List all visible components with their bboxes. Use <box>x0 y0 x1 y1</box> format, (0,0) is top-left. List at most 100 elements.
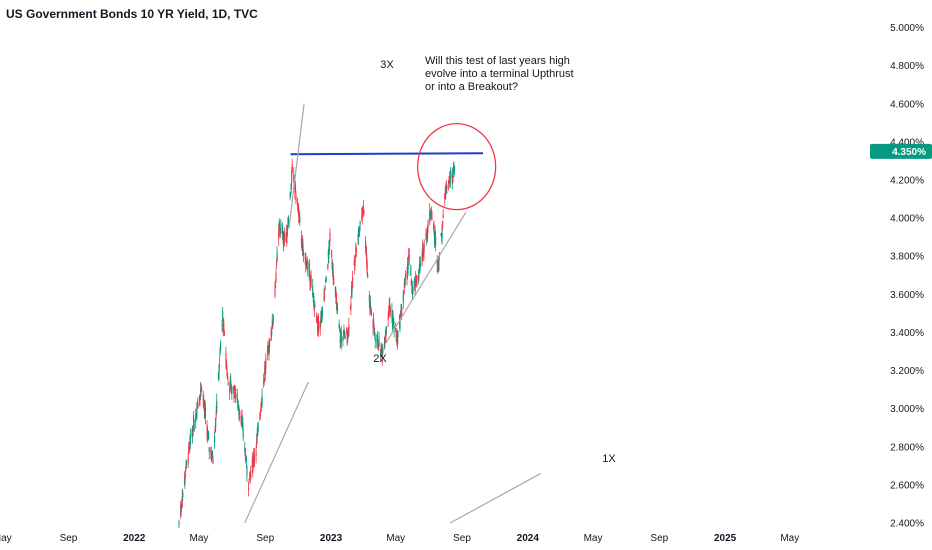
candle-350-body <box>442 214 444 218</box>
candle-136-body <box>282 225 284 236</box>
candle-245-body <box>363 210 365 216</box>
candle-315-body <box>416 275 418 287</box>
y-tick-label: 2.800% <box>890 442 924 453</box>
candle-190-body <box>321 310 323 316</box>
candle-75-body <box>235 389 237 400</box>
x-axis: May Sep 2022 May Sep 2023 May Sep 2024 May Sep 2025… <box>0 533 799 544</box>
candle-327-body <box>425 237 428 241</box>
candle-107-body <box>259 411 262 416</box>
candle-272-body <box>384 336 386 344</box>
candle-92-body <box>248 479 250 482</box>
candle-127-body <box>274 285 277 288</box>
y-tick-label: 4.200% <box>890 175 924 186</box>
candle-50-body <box>216 400 218 412</box>
candle-131-body <box>278 227 280 239</box>
candle-177-body <box>312 293 314 298</box>
candle-320-body <box>420 261 422 267</box>
candle-63-body <box>226 368 228 376</box>
highlight-circle <box>416 122 497 211</box>
candle-182-body <box>316 318 318 323</box>
candle-159-body <box>298 213 300 216</box>
candle-91-body <box>248 487 250 490</box>
candle-242-body <box>361 209 363 218</box>
candle-27-body <box>199 394 201 401</box>
y-tick-label: 3.800% <box>890 252 924 263</box>
candle-252-body <box>369 305 371 309</box>
candle-340-body <box>435 236 437 246</box>
candle-97-body <box>252 466 254 472</box>
candle-103-body <box>256 433 258 439</box>
candle-226-body <box>349 306 352 309</box>
candle-59-body <box>223 321 225 332</box>
candle-275-body <box>386 326 388 329</box>
candle-299-body <box>404 277 406 285</box>
candle-309-body <box>411 293 414 295</box>
candle-255-body <box>370 311 373 315</box>
trendline-1x-upper <box>449 472 542 524</box>
candle-346-body <box>440 232 442 236</box>
y-tick-label: 4.600% <box>890 99 924 110</box>
candle-247-body <box>365 249 367 254</box>
candle-319-body <box>419 268 421 272</box>
candle-200-body <box>329 232 331 241</box>
candle-132-body <box>278 224 280 228</box>
candle-56-body <box>221 322 223 327</box>
candle-365-body <box>453 166 456 170</box>
candle-232-body <box>354 259 356 271</box>
candle-78-body <box>237 404 239 408</box>
candle-111-body <box>263 380 265 384</box>
candle-129-body <box>276 261 278 266</box>
candle-84-body <box>242 417 244 429</box>
question-annotation-line: evolve into a terminal Upthrust <box>425 68 574 80</box>
candle-229-body <box>351 288 353 293</box>
candle-115-body <box>265 358 267 369</box>
candle-223-body <box>347 332 349 339</box>
x-tick-label: 2024 <box>517 533 540 544</box>
candle-246-body <box>365 240 367 249</box>
candle-333-body <box>430 210 432 219</box>
candle-225-body <box>348 325 350 336</box>
candle-220-body <box>344 334 346 339</box>
candle-15-body <box>189 434 191 445</box>
candle-300-body <box>404 273 407 280</box>
candle-119-body <box>268 344 270 355</box>
last-price-label: 4.350% <box>892 147 926 158</box>
candle-215-body <box>340 331 342 343</box>
candle-62-body <box>225 360 228 367</box>
candle-213-body <box>339 338 341 344</box>
trendline-3x <box>288 103 305 228</box>
candle-106-body <box>259 413 261 420</box>
candle-116-body <box>266 349 269 353</box>
candle-202-body <box>331 259 333 270</box>
candle-80-body <box>238 409 240 419</box>
candle-211-body <box>338 324 340 329</box>
candle-206-body <box>334 286 336 294</box>
x-tick-label: Sep <box>256 533 274 544</box>
candle-164-body <box>302 244 304 254</box>
candle-39-body <box>208 436 210 440</box>
last-price-tag: 4.350% <box>870 143 932 159</box>
candle-258-body <box>373 327 375 331</box>
candle-47-body <box>214 428 216 433</box>
candle-18-body <box>192 428 194 437</box>
candle-19-body <box>193 415 195 426</box>
candle-334-body <box>430 207 432 210</box>
candle-36-body <box>206 424 208 436</box>
candle-145-body <box>287 217 290 224</box>
candle-76-body <box>236 394 238 400</box>
candle-257-body <box>373 318 375 326</box>
candle-178-body <box>313 296 315 307</box>
y-tick-label: 3.400% <box>890 328 924 339</box>
candle-303-body <box>407 258 409 270</box>
candle-323-body <box>422 243 424 253</box>
candle-264-body <box>377 344 380 350</box>
candle-175-body <box>310 275 312 287</box>
candle-276-body <box>387 317 389 320</box>
last-price-badge <box>870 143 932 159</box>
candle-160-body <box>299 216 301 223</box>
candle-81-body <box>240 416 242 423</box>
candle-25-body <box>197 403 199 408</box>
candle-95-body <box>250 470 252 479</box>
candle-8-body <box>184 474 187 477</box>
